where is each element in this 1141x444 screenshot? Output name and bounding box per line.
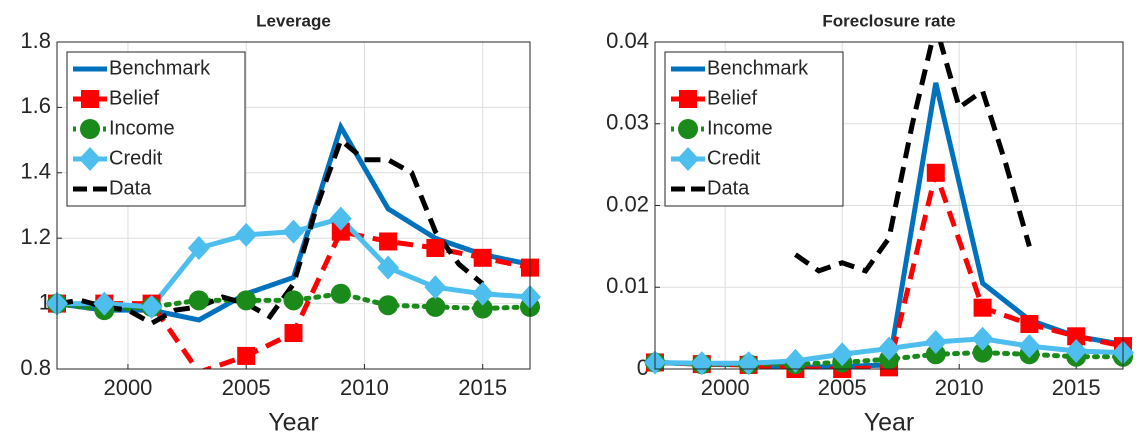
y-tick-label: 1.8 — [20, 28, 51, 53]
legend-label: Data — [707, 177, 750, 199]
marker — [473, 248, 492, 267]
marker — [424, 275, 447, 300]
marker — [330, 283, 351, 304]
marker — [377, 255, 400, 280]
marker — [973, 298, 992, 317]
marker — [93, 291, 116, 316]
marker — [235, 222, 258, 247]
marker — [926, 163, 945, 182]
legend-label: Data — [109, 177, 152, 199]
marker — [1065, 339, 1088, 364]
y-tick-label: 0.8 — [20, 355, 51, 380]
marker — [236, 290, 257, 311]
y-tick-label: 1.4 — [20, 159, 51, 184]
legend-label: Benchmark — [109, 57, 211, 79]
x-tick-label: 2005 — [818, 375, 867, 400]
marker — [80, 119, 100, 139]
marker — [925, 344, 946, 365]
marker — [1067, 327, 1086, 346]
y-tick-label: 0.02 — [606, 191, 649, 216]
marker — [971, 326, 994, 351]
legend-label: Credit — [707, 147, 761, 169]
x-tick-label: 2000 — [701, 375, 750, 400]
y-tick-label: 0.03 — [606, 110, 649, 135]
x-tick-label: 2010 — [935, 375, 984, 400]
marker — [237, 346, 256, 365]
legend-label: Income — [109, 117, 175, 139]
series-line — [793, 42, 1032, 274]
x-tick-label: 2015 — [458, 375, 507, 400]
series-line — [57, 135, 485, 327]
marker — [425, 296, 446, 317]
x-axis-label: Year — [864, 409, 915, 437]
y-tick-label: 1.6 — [20, 93, 51, 118]
marker — [187, 236, 210, 261]
marker — [331, 222, 350, 241]
y-tick-label: 1 — [39, 289, 51, 314]
legend-label: Belief — [707, 87, 757, 109]
legend-label: Belief — [109, 87, 159, 109]
marker — [379, 232, 398, 251]
marker — [140, 294, 163, 319]
marker — [972, 342, 993, 363]
legend-label: Benchmark — [707, 57, 809, 79]
marker-group — [46, 206, 541, 365]
marker — [188, 290, 209, 311]
x-axis-label: Year — [268, 409, 319, 437]
chart-title: Leverage — [256, 11, 331, 30]
marker — [378, 295, 399, 316]
marker — [284, 324, 303, 343]
marker — [1018, 334, 1041, 359]
x-tick-label: 2015 — [1052, 375, 1101, 400]
marker — [329, 206, 352, 231]
legend-label: Income — [707, 117, 773, 139]
marker — [81, 90, 99, 108]
marker — [924, 330, 947, 355]
y-tick-label: 1.2 — [20, 224, 51, 249]
marker — [878, 336, 900, 361]
marker — [678, 119, 698, 139]
y-tick-label: 0.04 — [606, 28, 649, 53]
marker — [831, 342, 854, 367]
marker — [471, 281, 494, 306]
x-tick-label: 2010 — [340, 375, 389, 400]
marker — [472, 298, 493, 319]
axes-box — [654, 41, 1124, 370]
legend: Benchmark Belief Income Credit Data — [66, 51, 246, 207]
legend-label: Credit — [109, 147, 163, 169]
legend: Benchmark Belief Income Credit Data — [664, 51, 844, 207]
marker — [784, 348, 807, 373]
chart-title: Foreclosure rate — [822, 11, 955, 30]
marker — [426, 239, 445, 258]
x-tick-label: 2005 — [222, 375, 271, 400]
marker — [677, 147, 699, 171]
y-tick-label: 0.01 — [606, 273, 649, 298]
marker — [79, 147, 101, 171]
marker — [679, 90, 697, 108]
chart-panel: 0.8 1 1.2 1.4 1.6 1.8 2000 2005 2010 2015 Year Leve… — [20, 11, 541, 437]
x-tick-label: 2000 — [103, 375, 152, 400]
marker — [1020, 315, 1039, 334]
axes-box — [56, 41, 531, 370]
marker — [282, 219, 305, 244]
marker — [283, 290, 304, 311]
